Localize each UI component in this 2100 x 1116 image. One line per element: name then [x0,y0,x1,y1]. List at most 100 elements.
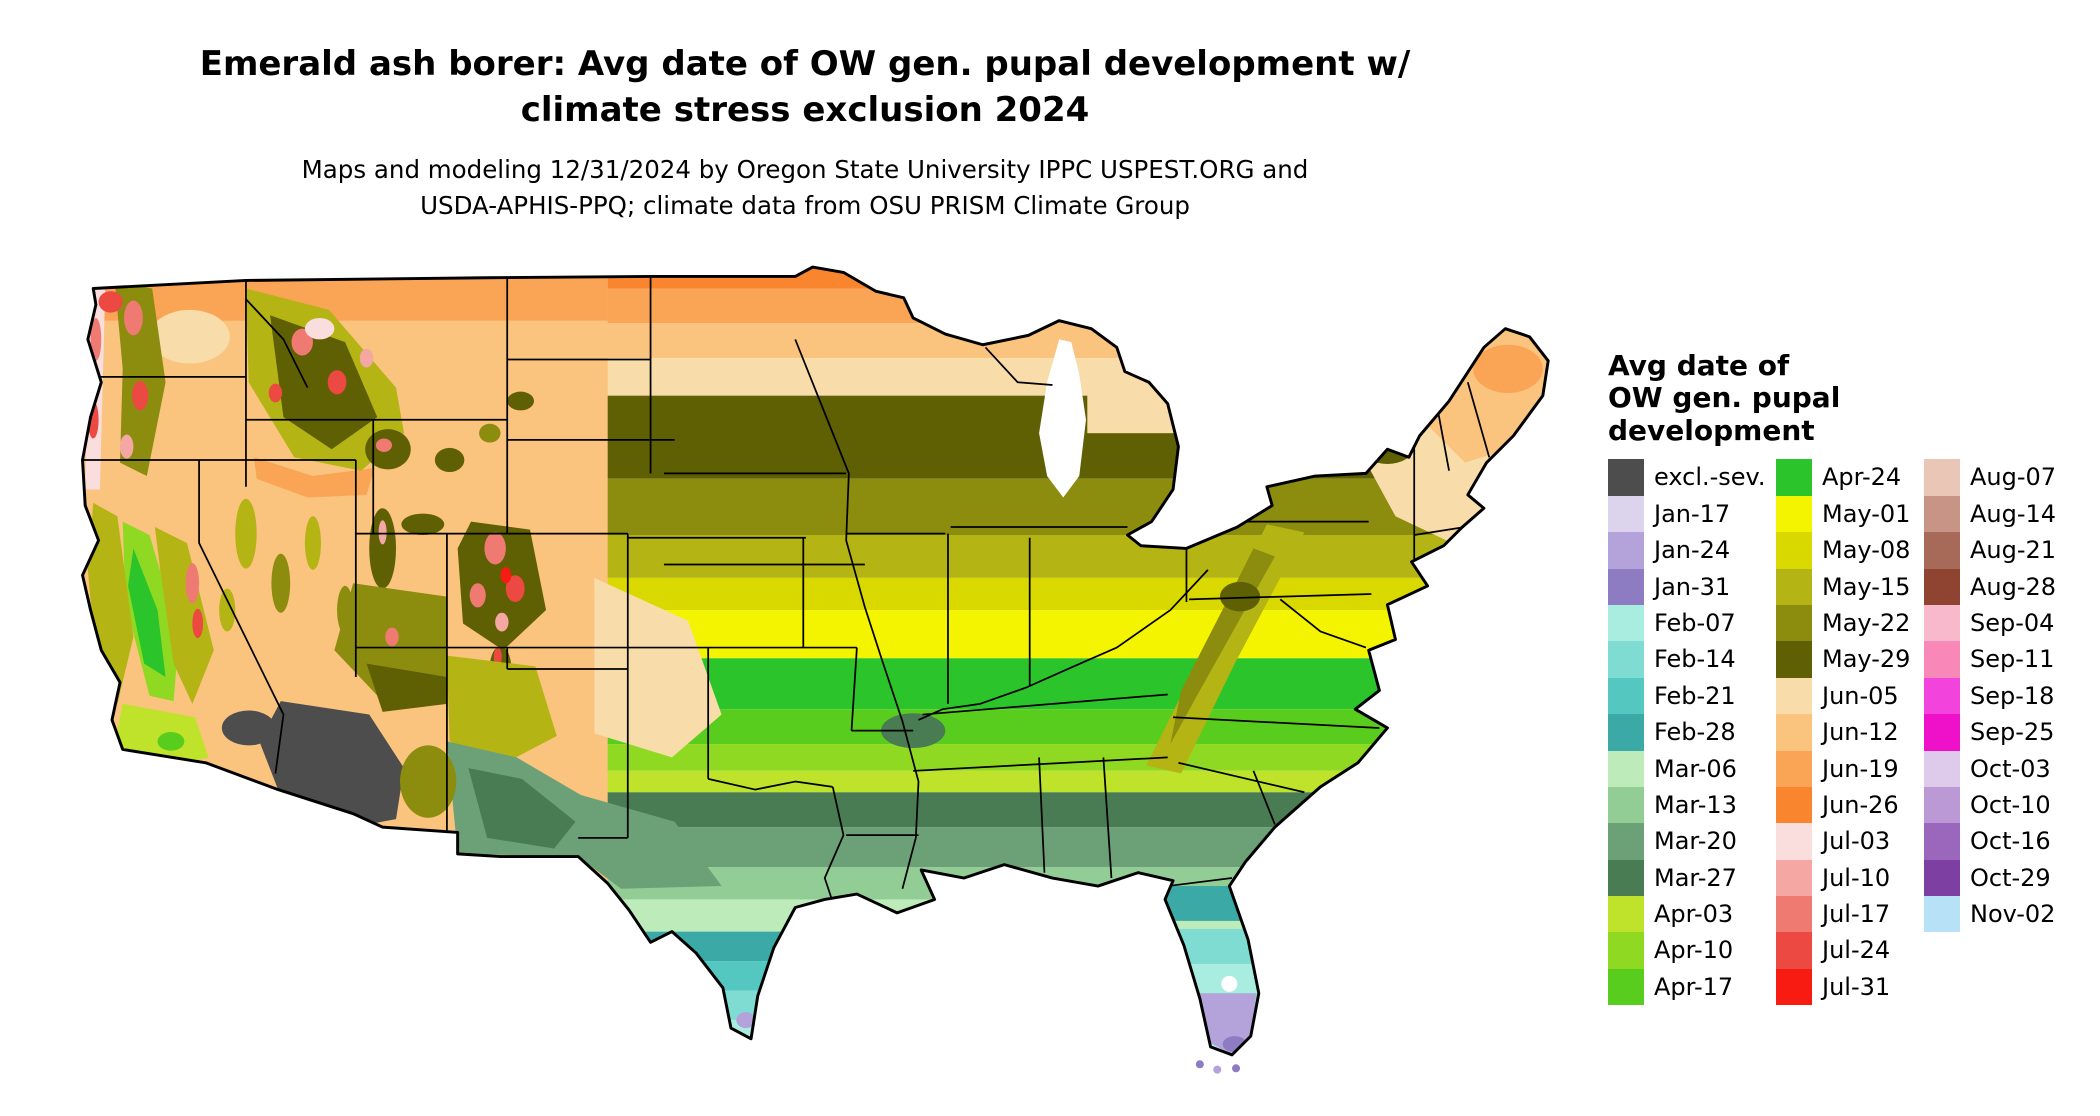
legend-swatch [1776,714,1812,751]
map-region-jun-19 [497,288,1549,324]
map-region-jul-17 [484,532,506,565]
state-border-line [245,298,309,389]
map-region-may-29 [1219,581,1261,612]
legend-swatch [1776,495,1812,533]
legend-row: Mar-20 [1608,823,1776,860]
legend-label: Jun-05 [1822,681,1899,710]
legend-swatch [1924,604,1960,642]
map-region-jul-17 [90,317,102,361]
state-border-line [794,339,920,889]
map-region-jul-24 [327,370,347,395]
legend-swatch [1776,641,1812,678]
legend-row: Sep-11 [1924,641,2092,678]
legend-swatch [1608,568,1644,605]
map-region-jun-19 [1473,344,1543,393]
legend-label: Feb-21 [1654,681,1736,710]
map-region-mar-27 [468,768,576,849]
map-region-apr-24 [128,548,166,678]
legend-row: Jun-05 [1776,677,1924,715]
legend-label: Sep-11 [1970,645,2055,674]
map-region-apr-03 [497,770,1549,793]
legend-label: Jun-19 [1822,754,1899,783]
legend-label: Jan-31 [1654,572,1731,601]
legend-swatch [1924,459,1960,496]
legend-row: Sep-18 [1924,677,2092,715]
map-region-jul-24 [132,380,149,411]
map-region-jun-05 [497,358,1549,396]
map-region-jul-24 [98,291,123,313]
legend-row: May-01 [1776,495,1924,533]
map-region-jul-24 [268,383,283,403]
legend-swatch [1924,786,1960,824]
legend-row: Feb-21 [1608,677,1776,715]
legend-row: Jul-03 [1776,823,1924,860]
page-title: Emerald ash borer: Avg date of OW gen. p… [0,42,1610,134]
legend-label: Mar-06 [1654,754,1737,783]
legend-title-line2: OW gen. pupal [1608,381,1841,415]
legend-label: Jul-03 [1822,827,1891,856]
legend-column-1: excl.-sev. Jan-17 Jan-24 Jan-31 Feb-07 Feb-14… [1608,459,1776,1006]
state-border-line [1279,598,1367,649]
map-region-jul-17 [124,300,143,336]
legend-label: Apr-03 [1654,900,1734,929]
legend-label: Sep-25 [1970,718,2055,747]
legend-swatch [1924,896,1960,933]
map-region-jun-19 [253,457,375,498]
map-region-may-29 [369,508,397,589]
legend-swatch [1924,750,1960,787]
legend-row: Mar-13 [1608,786,1776,824]
map-region-jun-26 [497,267,1549,289]
legend-label: Nov-02 [1970,900,2056,929]
map-region-water [1039,339,1086,498]
legend-swatch [1776,786,1812,824]
legend-swatch [1608,677,1644,715]
legend-row: Aug-28 [1924,568,2092,605]
legend-swatch [1608,714,1644,751]
map-region-jul-17 [385,627,399,647]
map-region-jul-24 [505,575,525,603]
legend-row: Nov-02 [1924,896,2092,933]
legend-row: Oct-10 [1924,786,2092,824]
map-region-may-29 [434,447,465,473]
map-region-jun-12 [497,323,1549,359]
legend-label: Apr-17 [1654,972,1734,1001]
map-offshore-layer [1195,1060,1241,1074]
legend-swatch [1608,532,1644,569]
map-region-jul-17 [291,328,313,356]
state-border-line [1252,770,1276,825]
legend-row: Feb-28 [1608,714,1776,751]
map-region-may-15 [304,516,321,570]
legend-label: Feb-28 [1654,718,1736,747]
legend-label: Jun-26 [1822,790,1899,819]
legend-label: May-08 [1822,536,1911,565]
legend-row: Oct-03 [1924,750,2092,787]
map-region-jun-05 [1087,382,1179,434]
map-region-jul-17 [469,583,486,608]
map-region-jul-31 [500,567,512,584]
legend-swatch [1608,932,1644,969]
legend-row: Aug-07 [1924,459,2092,496]
map-region-jul-10 [495,612,509,632]
map-region-may-22 [271,553,291,613]
map-region-jul-10 [378,520,387,545]
legend-row: Jan-24 [1608,532,1776,569]
legend-row: May-08 [1776,532,1924,569]
legend-row: Mar-27 [1608,859,1776,897]
map-region-mar-27 [880,713,946,749]
legend-label: May-29 [1822,645,1911,674]
state-border-line [1173,716,1380,729]
map-region-jan-24 [1181,993,1257,1055]
legend-swatch [1924,532,1960,569]
legend-swatch [1776,932,1812,969]
legend-label: Jul-31 [1822,972,1891,1001]
map-region-feb-14 [1159,928,1273,964]
legend-label: Apr-24 [1822,463,1902,492]
page-subtitle-line2: USDA-APHIS-PPQ; climate data from OSU PR… [420,190,1190,220]
legend-swatch [1608,896,1644,933]
legend-row: May-15 [1776,568,1924,605]
map-region-jul-17 [185,563,200,604]
legend-swatch [1776,750,1812,787]
map-region-may-22 [400,745,457,818]
legend-swatch [1608,823,1644,860]
